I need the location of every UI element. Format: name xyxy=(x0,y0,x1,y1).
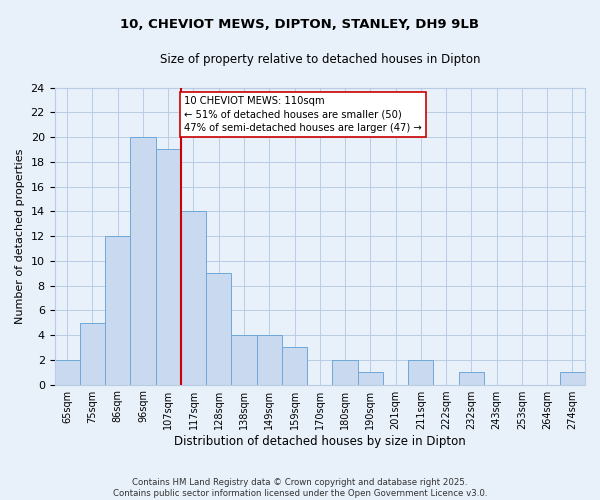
Text: Contains HM Land Registry data © Crown copyright and database right 2025.
Contai: Contains HM Land Registry data © Crown c… xyxy=(113,478,487,498)
Bar xyxy=(105,236,130,384)
Bar xyxy=(80,322,105,384)
Bar xyxy=(181,212,206,384)
Bar xyxy=(232,335,257,384)
X-axis label: Distribution of detached houses by size in Dipton: Distribution of detached houses by size … xyxy=(174,434,466,448)
Bar xyxy=(358,372,383,384)
Text: 10, CHEVIOT MEWS, DIPTON, STANLEY, DH9 9LB: 10, CHEVIOT MEWS, DIPTON, STANLEY, DH9 9… xyxy=(121,18,479,30)
Bar xyxy=(408,360,433,384)
Bar xyxy=(130,137,155,384)
Bar xyxy=(282,348,307,385)
Bar xyxy=(332,360,358,384)
Bar xyxy=(55,360,80,384)
Y-axis label: Number of detached properties: Number of detached properties xyxy=(15,148,25,324)
Text: 10 CHEVIOT MEWS: 110sqm
← 51% of detached houses are smaller (50)
47% of semi-de: 10 CHEVIOT MEWS: 110sqm ← 51% of detache… xyxy=(184,96,422,133)
Bar xyxy=(155,150,181,384)
Title: Size of property relative to detached houses in Dipton: Size of property relative to detached ho… xyxy=(160,52,480,66)
Bar xyxy=(257,335,282,384)
Bar xyxy=(458,372,484,384)
Bar xyxy=(206,273,232,384)
Bar xyxy=(560,372,585,384)
